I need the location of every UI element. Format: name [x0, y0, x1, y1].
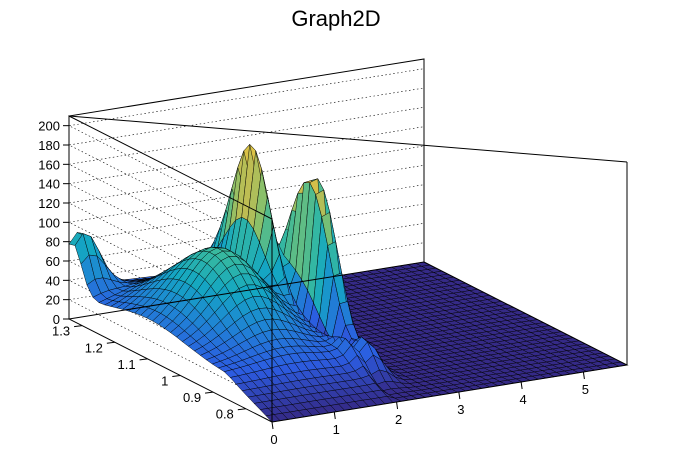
top-edge — [68, 115, 628, 163]
z-tick-label: 60 — [46, 254, 60, 269]
y-tick-label: 0.8 — [216, 407, 234, 422]
tick-layer: 0123450.80.911.11.21.3020406080100120140… — [38, 119, 589, 447]
y-tick-label: 0.9 — [183, 390, 201, 405]
x-tick-label: 5 — [582, 382, 589, 397]
surface-layer — [68, 143, 628, 423]
z-tick-label: 0 — [53, 312, 60, 327]
z-tick-label: 160 — [38, 157, 60, 172]
y-tick-mark — [74, 325, 83, 328]
y-tick-mark — [172, 374, 181, 377]
x-tick-label: 4 — [520, 392, 527, 407]
y-tick-mark — [139, 358, 148, 361]
y-tick-label: 1.2 — [85, 340, 103, 355]
z-tick-label: 20 — [46, 293, 60, 308]
x-tick-mark — [520, 381, 523, 390]
chart-title: Graph2D — [291, 6, 380, 31]
x-tick-label: 0 — [270, 432, 277, 447]
x-tick-label: 3 — [457, 402, 464, 417]
x-tick-mark — [396, 401, 399, 410]
x-tick-mark — [333, 411, 336, 420]
y-tick-label: 1.3 — [52, 324, 70, 339]
z-tick-label: 180 — [38, 138, 60, 153]
y-tick-mark — [205, 391, 214, 394]
z-tick-label: 40 — [46, 273, 60, 288]
x-tick-label: 2 — [395, 412, 402, 427]
z-tick-label: 120 — [38, 196, 60, 211]
z-tick-label: 100 — [38, 215, 60, 230]
z-tick-label: 80 — [46, 235, 60, 250]
x-tick-mark — [271, 421, 274, 430]
y-tick-label: 1 — [161, 373, 168, 388]
y-tick-label: 1.1 — [118, 357, 136, 372]
z-tick-label: 200 — [38, 119, 60, 134]
x-tick-label: 1 — [333, 422, 340, 437]
x-tick-mark — [458, 391, 461, 400]
y-tick-mark — [106, 341, 115, 344]
z-tick-label: 140 — [38, 177, 60, 192]
frame-layer — [68, 58, 629, 423]
y-tick-mark — [237, 408, 246, 411]
x-tick-mark — [582, 371, 585, 380]
